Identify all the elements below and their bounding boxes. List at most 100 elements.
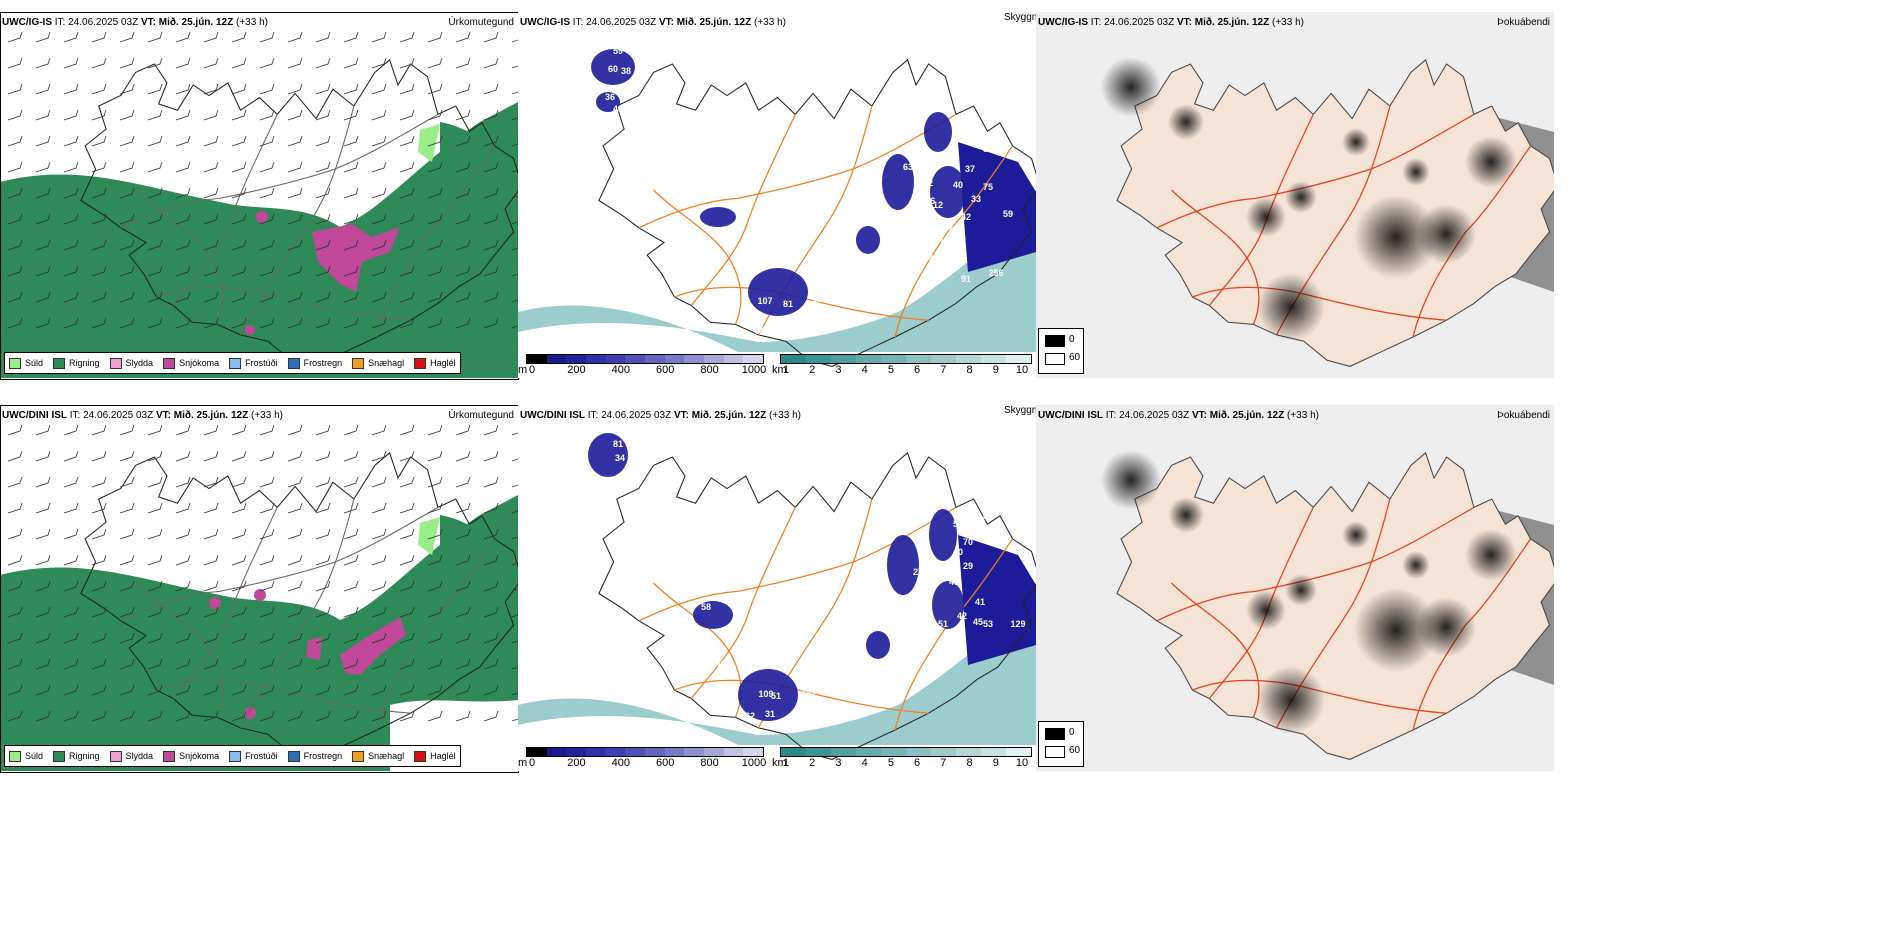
colorbar-tick: 3 xyxy=(835,364,842,376)
legend-label: Snjókoma xyxy=(179,751,220,761)
wind-barb xyxy=(147,658,163,670)
wind-barb xyxy=(231,291,247,303)
cloudbase-value-label: 87 xyxy=(911,148,921,158)
wind-barb xyxy=(231,83,247,95)
cloudbase-value-label: 116 xyxy=(921,196,936,206)
fog-blob xyxy=(1402,158,1430,186)
wind-barb xyxy=(287,606,303,618)
colorbar-tick: 2 xyxy=(809,757,816,769)
precip-map-canvas xyxy=(0,424,518,771)
colorbar-tick: 800 xyxy=(700,757,719,769)
fog-legend: 0 60 xyxy=(1038,328,1084,374)
wind-barb xyxy=(147,502,163,514)
fog-legend-high: 60 xyxy=(1069,745,1081,756)
wind-barb xyxy=(35,265,51,277)
wind-barb xyxy=(91,265,107,277)
wind-barb xyxy=(231,580,247,592)
wind-barb xyxy=(483,161,499,173)
cloudbase-value-label: 342 xyxy=(865,214,880,224)
wind-barb xyxy=(231,710,247,722)
fog-legend-high: 60 xyxy=(1069,352,1081,363)
cloudbase-value-label: 38 xyxy=(621,66,631,76)
colorbar-tick: 5 xyxy=(887,757,894,769)
cloudbase-value-label: 51 xyxy=(938,619,948,629)
legend-item: Frostregn xyxy=(287,750,343,762)
colorbar-cell xyxy=(664,748,685,756)
cloudbase-value-label: 64 xyxy=(913,160,923,170)
colorbar-cell xyxy=(781,355,806,363)
snow-area xyxy=(209,597,221,609)
wind-barb xyxy=(119,291,135,303)
wind-barb xyxy=(147,710,163,722)
wind-barb xyxy=(371,476,387,488)
panel-title: Þokuábendi xyxy=(1497,410,1550,421)
cloudbase-value-label: 41 xyxy=(975,597,985,607)
wind-barb xyxy=(119,606,135,618)
wind-barb xyxy=(91,109,107,121)
wind-barb xyxy=(147,684,163,696)
road-line xyxy=(156,679,411,714)
wind-barb xyxy=(91,31,107,43)
colorbar-strip xyxy=(780,354,1032,364)
wind-barb xyxy=(371,135,387,147)
wind-barb xyxy=(231,554,247,566)
wind-barb xyxy=(119,135,135,147)
colorbar-unit: km xyxy=(772,757,787,769)
legend-label: Frostregn xyxy=(303,751,343,761)
colorbar-cell xyxy=(566,748,587,756)
wind-barb xyxy=(231,684,247,696)
wind-barb xyxy=(175,554,191,566)
wind-barb xyxy=(455,424,471,436)
wind-barb xyxy=(343,265,359,277)
colorbar-tick: 8 xyxy=(966,364,973,376)
colorbar-tick: 400 xyxy=(611,364,630,376)
cloudbase-value-label: 45 xyxy=(973,617,983,627)
wind-barb xyxy=(231,109,247,121)
wind-barb xyxy=(427,161,443,173)
wind-barb xyxy=(203,684,219,696)
wind-barb xyxy=(455,239,471,251)
wind-barb xyxy=(315,684,331,696)
wind-barb xyxy=(427,424,443,436)
precipitation-type-map-top: UWC/IG-IS IT: 24.06.2025 03Z VT: Mið. 25… xyxy=(0,12,518,378)
road-line xyxy=(690,114,796,306)
colorbar-cell xyxy=(831,748,856,756)
cloudbase-value-label: 68 xyxy=(713,585,723,595)
wind-barb xyxy=(119,265,135,277)
legend-label: Frostúði xyxy=(245,751,278,761)
legend-label: Frostúði xyxy=(245,358,278,368)
legend-item: Frostúði xyxy=(229,750,278,762)
wind-barb xyxy=(35,291,51,303)
wind-barb xyxy=(175,632,191,644)
wind-barb xyxy=(399,213,415,225)
wind-barb xyxy=(63,265,79,277)
colorbar-cell xyxy=(743,748,764,756)
colorbar-tick: 1000 xyxy=(741,364,767,376)
wind-barb xyxy=(7,161,23,173)
cloudbase-value-label: 75 xyxy=(983,182,993,192)
legend-label: Slydda xyxy=(125,358,154,368)
colorbar-cell xyxy=(806,748,831,756)
wind-barb xyxy=(399,606,415,618)
fog-blob xyxy=(1285,574,1317,606)
wind-barb xyxy=(315,502,331,514)
fog-legend-low: 0 xyxy=(1069,727,1075,738)
colorbar-cell xyxy=(931,748,956,756)
colorbar-tick: 1 xyxy=(782,364,790,376)
coastline xyxy=(598,451,1036,760)
wind-barb xyxy=(315,554,331,566)
wind-barb xyxy=(399,476,415,488)
wind-barb xyxy=(371,83,387,95)
wind-barb xyxy=(91,450,107,462)
fog-blob xyxy=(1246,197,1286,237)
cloudbase-value-label: 63 xyxy=(903,162,913,172)
wind-barb xyxy=(371,528,387,540)
wind-barb xyxy=(119,109,135,121)
cloudbase-colorbar: m 0 200 400 600 800 1000 xyxy=(518,352,770,378)
low-cloudbase-area xyxy=(591,49,635,85)
wind-barb xyxy=(455,291,471,303)
wind-barb xyxy=(203,528,219,540)
wind-barb xyxy=(259,135,275,147)
wind-barb xyxy=(175,109,191,121)
wind-barb xyxy=(399,83,415,95)
